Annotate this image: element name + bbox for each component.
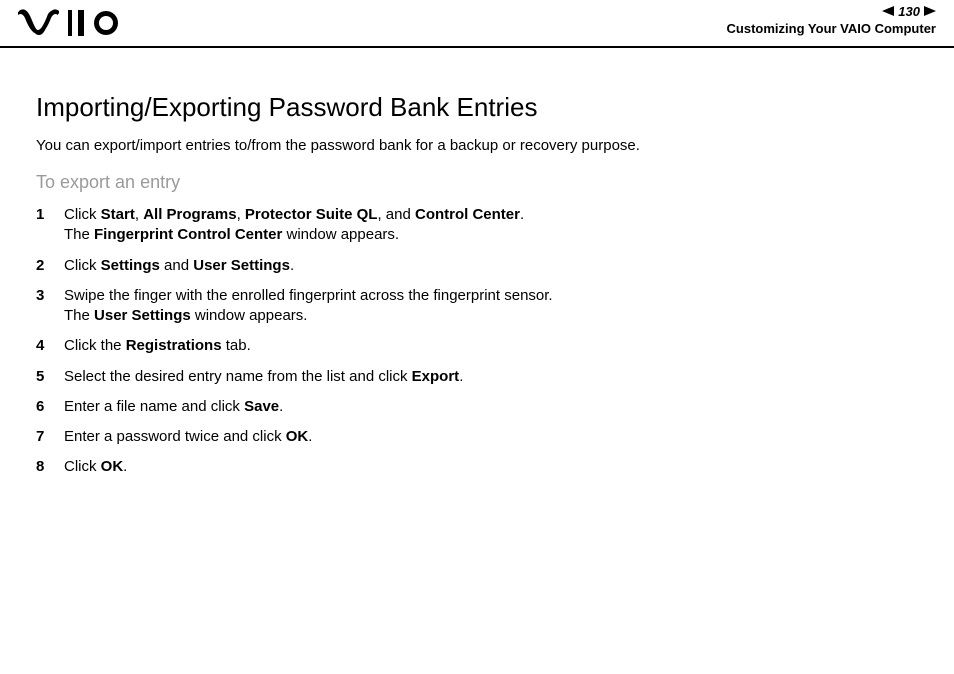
content-area: Importing/Exporting Password Bank Entrie… [0,48,954,478]
step-item: 2Click Settings and User Settings. [36,256,918,276]
step-body: Enter a file name and click Save. [64,397,918,417]
step-number: 7 [36,427,64,447]
step-body-line2: The Fingerprint Control Center window ap… [64,225,918,245]
steps-list: 1Click Start, All Programs, Protector Su… [36,205,918,478]
page-number: 130 [898,4,920,19]
page-header: 130 Customizing Your VAIO Computer [0,0,954,48]
step-item: 4Click the Registrations tab. [36,336,918,356]
bold-term: Fingerprint Control Center [94,226,282,243]
step-body: Swipe the finger with the enrolled finge… [64,286,918,327]
bold-term: Export [412,368,460,385]
step-body: Click OK. [64,457,918,477]
bold-term: Protector Suite QL [245,206,378,223]
step-body: Click the Registrations tab. [64,336,918,356]
step-number: 8 [36,457,64,477]
step-number: 6 [36,397,64,417]
step-number: 3 [36,286,64,306]
bold-term: OK [101,458,124,475]
section-title: Importing/Exporting Password Bank Entrie… [36,92,918,123]
header-right: 130 Customizing Your VAIO Computer [727,4,936,36]
step-body: Click Start, All Programs, Protector Sui… [64,205,918,246]
step-body-line2: The User Settings window appears. [64,306,918,326]
step-body: Enter a password twice and click OK. [64,427,918,447]
step-item: 1Click Start, All Programs, Protector Su… [36,205,918,246]
step-number: 4 [36,336,64,356]
step-item: 5Select the desired entry name from the … [36,367,918,387]
step-body: Click Settings and User Settings. [64,256,918,276]
bold-term: All Programs [143,206,236,223]
page-nav: 130 [727,4,936,19]
step-item: 6Enter a file name and click Save. [36,397,918,417]
bold-term: Settings [101,257,160,274]
step-number: 1 [36,205,64,225]
page: 130 Customizing Your VAIO Computer Impor… [0,0,954,674]
step-item: 3Swipe the finger with the enrolled fing… [36,286,918,327]
step-item: 8Click OK. [36,457,918,477]
step-number: 5 [36,367,64,387]
step-body: Select the desired entry name from the l… [64,367,918,387]
bold-term: Control Center [415,206,520,223]
vaio-logo [18,8,128,43]
bold-term: OK [286,428,309,445]
step-item: 7Enter a password twice and click OK. [36,427,918,447]
step-number: 2 [36,256,64,276]
subheading: To export an entry [36,172,918,193]
bold-term: Save [244,398,279,415]
bold-term: User Settings [193,257,290,274]
breadcrumb: Customizing Your VAIO Computer [727,21,936,36]
bold-term: User Settings [94,307,191,324]
bold-term: Start [101,206,135,223]
next-page-arrow-icon[interactable] [924,4,936,19]
intro-text: You can export/import entries to/from th… [36,137,918,154]
prev-page-arrow-icon[interactable] [882,4,894,19]
bold-term: Registrations [126,337,222,354]
